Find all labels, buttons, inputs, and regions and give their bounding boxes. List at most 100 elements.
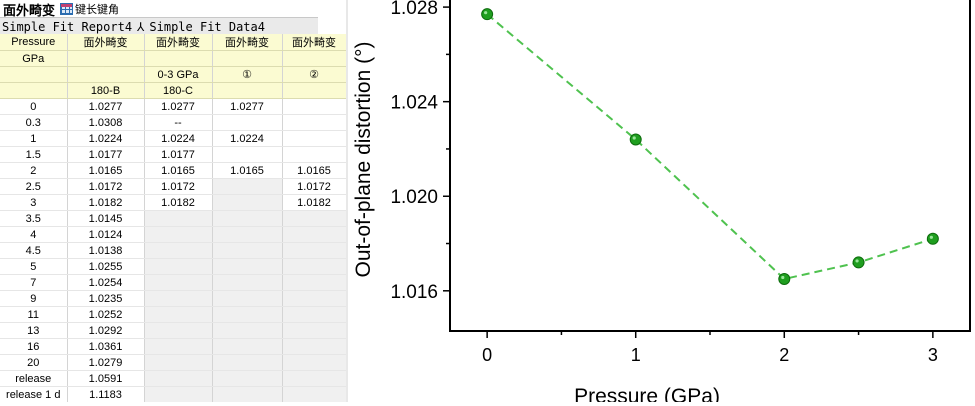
data-cell[interactable] — [212, 226, 283, 243]
data-cell[interactable]: 1.0172 — [67, 178, 145, 195]
data-point[interactable] — [926, 232, 939, 245]
data-cell[interactable]: 1.0177 — [144, 146, 213, 163]
column-header-cell[interactable] — [212, 50, 283, 67]
data-cell[interactable] — [282, 322, 346, 339]
data-cell[interactable]: 1.0235 — [67, 290, 145, 307]
data-cell[interactable]: 1.0252 — [67, 306, 145, 323]
column-header-cell[interactable]: GPa — [0, 50, 68, 67]
column-header-cell[interactable] — [282, 50, 346, 67]
data-point[interactable] — [629, 133, 642, 146]
data-cell[interactable] — [282, 274, 346, 291]
data-cell[interactable] — [282, 370, 346, 387]
data-cell[interactable] — [282, 306, 346, 323]
data-cell[interactable] — [144, 274, 213, 291]
column-header-cell[interactable] — [67, 50, 145, 67]
data-cell[interactable] — [212, 354, 283, 371]
data-cell[interactable]: 1.0224 — [144, 130, 213, 147]
column-header-cell[interactable]: 面外畸变 — [67, 34, 145, 51]
data-cell[interactable]: 1.0255 — [67, 258, 145, 275]
data-cell[interactable]: 1.0277 — [212, 98, 283, 115]
column-header-cell[interactable] — [0, 66, 68, 83]
data-cell[interactable] — [282, 130, 346, 147]
data-cell[interactable] — [282, 210, 346, 227]
row-label-cell[interactable]: 13 — [0, 322, 68, 339]
row-label-cell[interactable]: 4 — [0, 226, 68, 243]
data-cell[interactable]: 1.0591 — [67, 370, 145, 387]
row-label-cell[interactable]: 3.5 — [0, 210, 68, 227]
data-cell[interactable] — [282, 290, 346, 307]
data-cell[interactable] — [282, 386, 346, 402]
data-cell[interactable] — [144, 354, 213, 371]
data-cell[interactable]: 1.0224 — [212, 130, 283, 147]
data-cell[interactable]: 1.0172 — [144, 178, 213, 195]
row-label-cell[interactable]: release 1 d — [0, 386, 68, 402]
data-cell[interactable] — [212, 258, 283, 275]
data-cell[interactable]: 1.0224 — [67, 130, 145, 147]
data-cell[interactable]: 1.0165 — [144, 162, 213, 179]
row-label-cell[interactable]: release — [0, 370, 68, 387]
row-label-cell[interactable]: 0 — [0, 98, 68, 115]
data-cell[interactable] — [282, 258, 346, 275]
data-cell[interactable]: 1.0177 — [67, 146, 145, 163]
data-cell[interactable]: 1.0277 — [144, 98, 213, 115]
data-cell[interactable] — [282, 226, 346, 243]
data-cell[interactable] — [144, 290, 213, 307]
column-header-cell[interactable]: 面外畸变 — [212, 34, 283, 51]
row-label-cell[interactable]: 1.5 — [0, 146, 68, 163]
column-header-cell[interactable] — [212, 82, 283, 99]
tab-active-sheet[interactable]: 面外畸变 — [3, 3, 56, 19]
data-cell[interactable]: 1.0279 — [67, 354, 145, 371]
row-label-cell[interactable]: 16 — [0, 338, 68, 355]
data-cell[interactable] — [212, 210, 283, 227]
data-cell[interactable] — [282, 242, 346, 259]
data-cell[interactable] — [144, 386, 213, 402]
data-cell[interactable] — [212, 194, 283, 211]
data-cell[interactable]: 1.0361 — [67, 338, 145, 355]
data-point[interactable] — [778, 272, 791, 285]
row-label-cell[interactable]: 2.5 — [0, 178, 68, 195]
data-cell[interactable]: 1.0172 — [282, 178, 346, 195]
data-cell[interactable] — [282, 338, 346, 355]
data-cell[interactable]: 1.0165 — [212, 162, 283, 179]
data-cell[interactable] — [282, 114, 346, 131]
data-cell[interactable]: 1.0254 — [67, 274, 145, 291]
column-header-cell[interactable]: Pressure — [0, 34, 68, 51]
data-cell[interactable] — [212, 290, 283, 307]
data-cell[interactable] — [144, 306, 213, 323]
data-cell[interactable] — [212, 274, 283, 291]
data-cell[interactable] — [144, 258, 213, 275]
data-cell[interactable]: 1.0124 — [67, 226, 145, 243]
row-label-cell[interactable]: 20 — [0, 354, 68, 371]
column-header-cell[interactable] — [67, 66, 145, 83]
tab-fit-data[interactable]: Simple Fit Data4 — [149, 19, 265, 34]
data-cell[interactable] — [212, 178, 283, 195]
data-cell[interactable] — [282, 354, 346, 371]
data-cell[interactable] — [212, 114, 283, 131]
data-cell[interactable] — [144, 226, 213, 243]
panel-splitter[interactable] — [346, 0, 348, 402]
data-cell[interactable]: 1.0308 — [67, 114, 145, 131]
row-label-cell[interactable]: 0.3 — [0, 114, 68, 131]
column-header-cell[interactable]: 180-C — [144, 82, 213, 99]
data-cell[interactable] — [212, 306, 283, 323]
column-header-cell[interactable] — [144, 50, 213, 67]
data-cell[interactable] — [212, 322, 283, 339]
data-cell[interactable] — [144, 242, 213, 259]
row-label-cell[interactable]: 3 — [0, 194, 68, 211]
data-cell[interactable]: 1.0145 — [67, 210, 145, 227]
row-label-cell[interactable]: 9 — [0, 290, 68, 307]
data-cell[interactable] — [212, 386, 283, 402]
column-header-cell[interactable]: ① — [212, 66, 283, 83]
data-cell[interactable] — [282, 98, 346, 115]
row-label-cell[interactable]: 7 — [0, 274, 68, 291]
data-cell[interactable]: 1.0165 — [67, 162, 145, 179]
data-point[interactable] — [481, 8, 494, 21]
data-cell[interactable] — [282, 146, 346, 163]
data-cell[interactable]: 1.0292 — [67, 322, 145, 339]
column-header-cell[interactable]: 面外畸变 — [144, 34, 213, 51]
column-header-cell[interactable]: 180-B — [67, 82, 145, 99]
data-cell[interactable] — [144, 370, 213, 387]
data-cell[interactable] — [212, 146, 283, 163]
data-cell[interactable]: 1.0182 — [282, 194, 346, 211]
row-label-cell[interactable]: 4.5 — [0, 242, 68, 259]
